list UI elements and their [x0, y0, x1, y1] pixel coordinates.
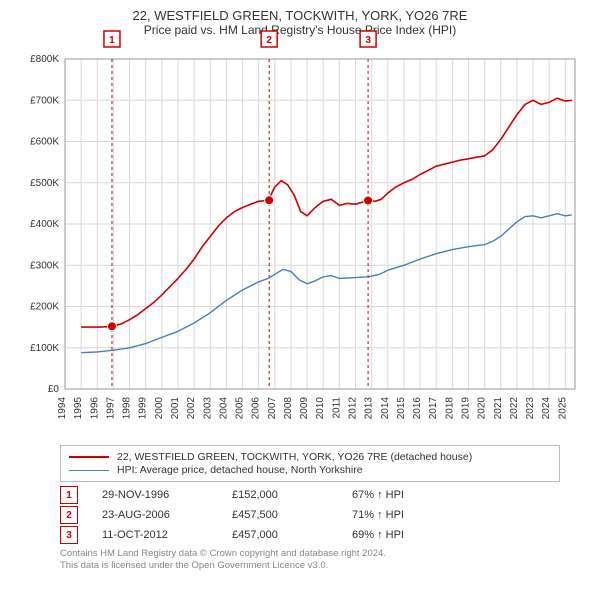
x-tick-label: 1996 [89, 397, 100, 420]
event-number: 2 [266, 35, 272, 46]
transaction-price: £152,000 [232, 489, 352, 501]
attribution: Contains HM Land Registry data © Crown c… [60, 548, 560, 572]
chart-container: £0 £100K £200K £300K £400K £500K £600K £700K £80… [10, 43, 590, 439]
x-tick-label: 2024 [541, 397, 552, 420]
transactions-table: 1 29-NOV-1996£152,00067% ↑ HPI 2 23-AUG-200… [60, 486, 560, 544]
x-tick-label: 2009 [299, 397, 310, 420]
x-tick-label: 2020 [477, 397, 488, 420]
x-tick-label: 2007 [267, 397, 278, 420]
y-tick-label: £700K [30, 95, 59, 106]
transaction-price: £457,500 [232, 509, 352, 521]
x-tick-label: 2023 [525, 397, 536, 420]
figure-root: 22, WESTFIELD GREEN, TOCKWITH, YORK, YO2… [0, 0, 600, 590]
legend-label: 22, WESTFIELD GREEN, TOCKWITH, YORK, YO2… [117, 451, 472, 463]
x-tick-label: 2012 [348, 397, 359, 420]
x-tick-label: 2025 [557, 397, 568, 420]
legend-label: HPI: Average price, detached house, Nort… [117, 464, 363, 476]
event-dot [265, 196, 274, 205]
x-tick-label: 1999 [138, 397, 149, 420]
transaction-date: 29-NOV-1996 [102, 489, 232, 501]
x-tick-label: 2003 [202, 397, 213, 420]
attribution-line: This data is licensed under the Open Gov… [60, 560, 560, 572]
legend-row: 22, WESTFIELD GREEN, TOCKWITH, YORK, YO2… [69, 451, 551, 463]
x-tick-label: 2000 [154, 397, 165, 420]
transaction-number-box: 2 [60, 506, 78, 524]
x-tick-label: 2022 [509, 397, 520, 420]
x-tick-label: 2006 [251, 397, 262, 420]
x-tick-label: 2017 [428, 397, 439, 420]
transaction-row: 3 11-OCT-2012£457,00069% ↑ HPI [60, 526, 560, 544]
transaction-number-box: 3 [60, 526, 78, 544]
x-tick-label: 2013 [364, 397, 375, 420]
attribution-line: Contains HM Land Registry data © Crown c… [60, 548, 560, 560]
y-tick-label: £800K [30, 54, 59, 65]
transaction-row: 2 23-AUG-2006£457,50071% ↑ HPI [60, 506, 560, 524]
x-tick-label: 1998 [122, 397, 133, 420]
x-tick-label: 2021 [493, 397, 504, 420]
transaction-price: £457,000 [232, 529, 352, 541]
price-chart: £0£100K£200K£300K£400K£500K£600K£700K£80… [10, 59, 590, 434]
x-tick-label: 2011 [331, 397, 342, 419]
series-hpi [81, 214, 572, 353]
transaction-row: 1 29-NOV-1996£152,00067% ↑ HPI [60, 486, 560, 504]
series-property [81, 98, 572, 327]
transaction-date: 11-OCT-2012 [102, 529, 232, 541]
legend-swatch [69, 470, 109, 471]
transaction-date: 23-AUG-2006 [102, 509, 232, 521]
x-tick-label: 2016 [412, 397, 423, 420]
transaction-vs-hpi: 67% ↑ HPI [352, 489, 472, 501]
y-tick-label: £600K [30, 137, 59, 148]
event-dot [107, 322, 116, 331]
transaction-vs-hpi: 71% ↑ HPI [352, 509, 472, 521]
event-number: 1 [109, 35, 115, 46]
x-tick-label: 2014 [380, 397, 391, 420]
x-tick-label: 2002 [186, 397, 197, 420]
x-tick-label: 1994 [57, 397, 68, 420]
x-tick-label: 1995 [73, 397, 84, 420]
x-tick-label: 1997 [105, 397, 116, 420]
x-tick-label: 2004 [218, 397, 229, 420]
x-tick-label: 2005 [235, 397, 246, 420]
y-tick-label: £300K [30, 260, 59, 271]
y-tick-label: £200K [30, 302, 59, 313]
y-tick-label: £400K [30, 219, 59, 230]
x-tick-label: 2010 [315, 397, 326, 420]
transaction-vs-hpi: 69% ↑ HPI [352, 529, 472, 541]
x-tick-label: 2018 [444, 397, 455, 420]
x-tick-label: 2008 [283, 397, 294, 420]
chart-title: 22, WESTFIELD GREEN, TOCKWITH, YORK, YO2… [10, 8, 590, 23]
y-tick-label: £100K [30, 343, 59, 354]
legend-row: HPI: Average price, detached house, Nort… [69, 464, 551, 476]
x-tick-label: 2015 [396, 397, 407, 420]
x-tick-label: 2019 [460, 397, 471, 420]
y-tick-label: £0 [48, 384, 60, 395]
legend-swatch [69, 456, 109, 458]
event-dot [364, 196, 373, 205]
chart-subtitle: Price paid vs. HM Land Registry's House … [10, 23, 590, 37]
legend-box: 22, WESTFIELD GREEN, TOCKWITH, YORK, YO2… [60, 445, 560, 482]
event-number: 3 [365, 35, 371, 46]
y-tick-label: £500K [30, 178, 59, 189]
transaction-number-box: 1 [60, 486, 78, 504]
x-tick-label: 2001 [170, 397, 181, 420]
